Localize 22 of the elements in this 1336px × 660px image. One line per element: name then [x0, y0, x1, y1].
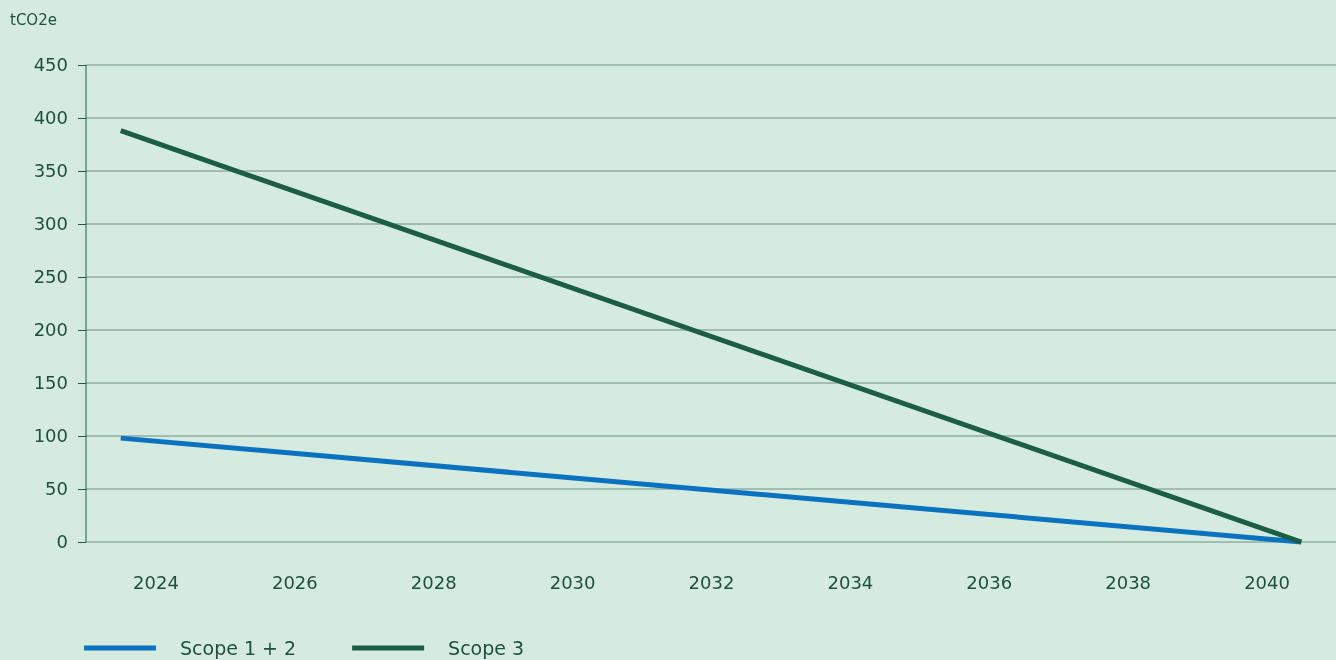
x-tick-label: 2040 — [1244, 571, 1290, 593]
y-tick-label: 350 — [33, 160, 68, 182]
y-axis-title: tCO2e — [10, 11, 57, 29]
y-tick-label: 50 — [45, 478, 68, 500]
x-tick-label: 2024 — [133, 571, 179, 593]
y-tick-label: 100 — [33, 425, 68, 447]
y-tick-label: 250 — [33, 266, 68, 288]
x-tick-label: 2030 — [549, 571, 596, 593]
x-tick-label: 2026 — [271, 571, 318, 593]
y-tick-label: 200 — [33, 319, 68, 341]
x-tick-label: 2032 — [688, 571, 735, 593]
y-tick-label: 450 — [33, 54, 68, 76]
x-tick-label: 2036 — [966, 571, 1013, 593]
x-tick-label: 2038 — [1105, 571, 1152, 593]
y-tick-label: 0 — [56, 531, 68, 553]
y-tick-label: 300 — [33, 213, 68, 235]
y-tick-label: 150 — [33, 372, 68, 394]
y-tick-label: 400 — [33, 107, 68, 129]
legend-label: Scope 1 + 2 — [180, 637, 297, 659]
legend-label: Scope 3 — [448, 637, 525, 659]
x-tick-label: 2034 — [827, 571, 874, 593]
x-tick-label: 2028 — [410, 571, 457, 593]
